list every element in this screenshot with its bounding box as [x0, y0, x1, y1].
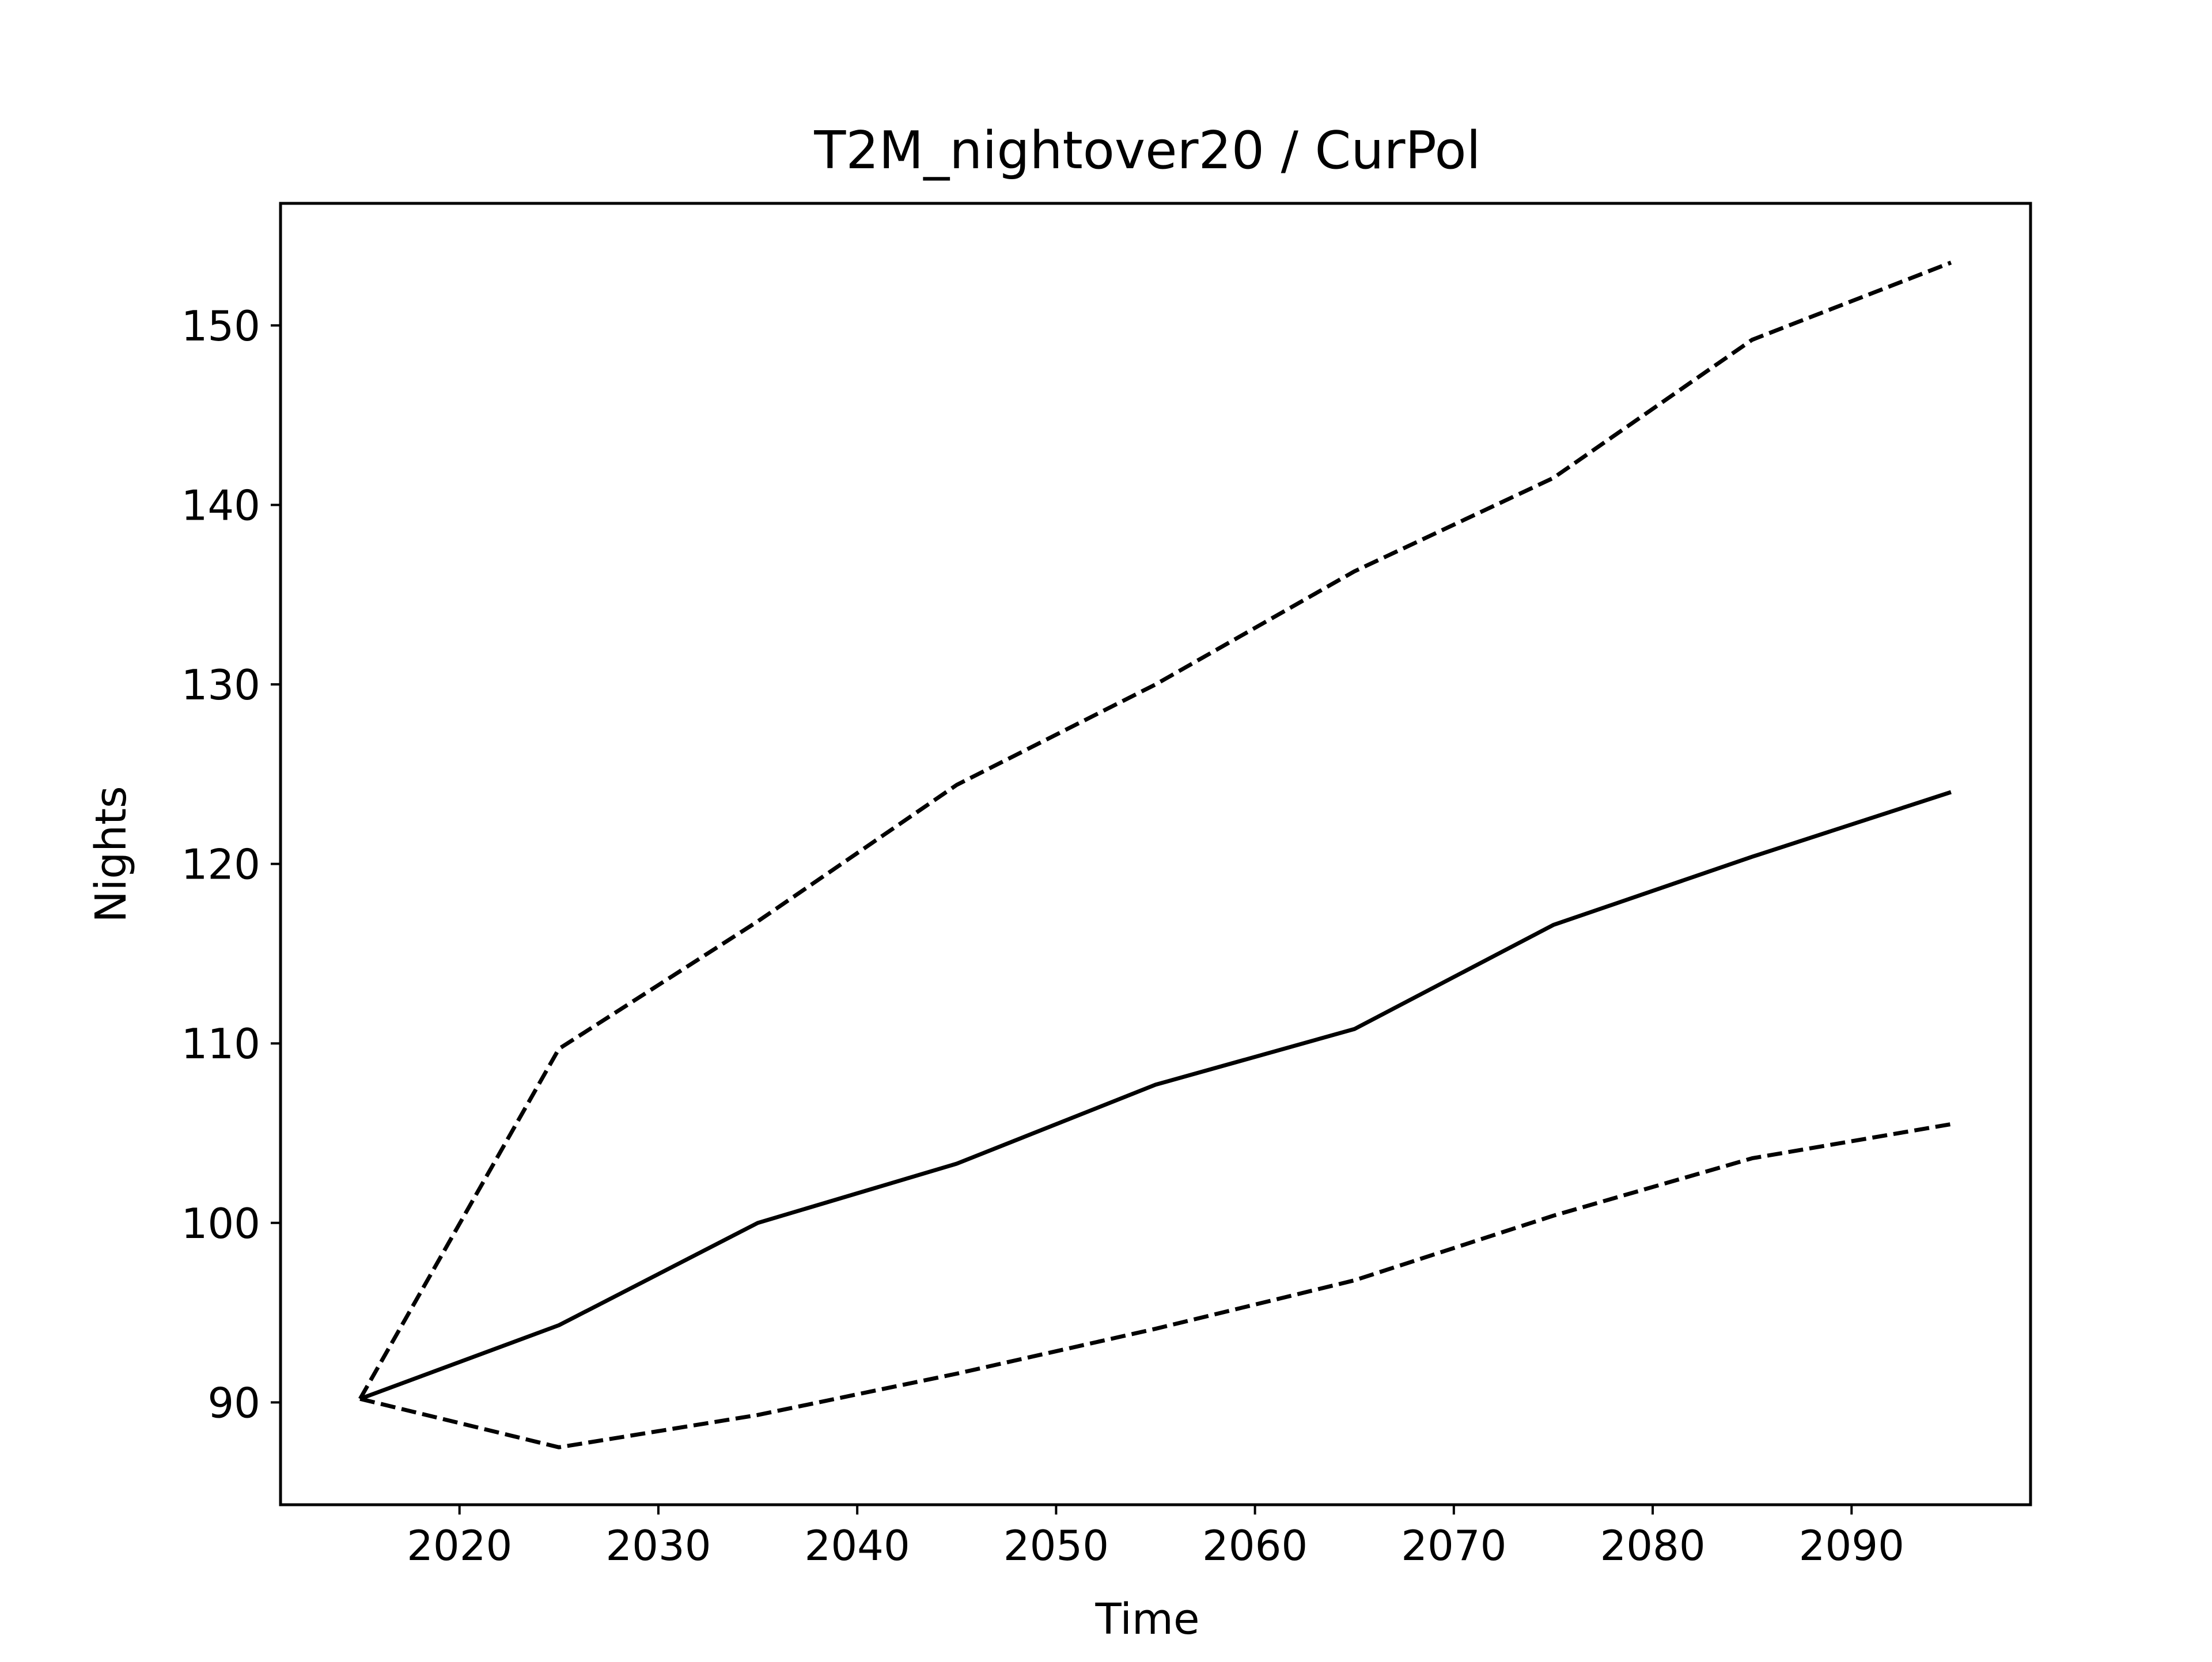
- y-tick-label: 110: [181, 1020, 260, 1068]
- y-tick-label: 130: [181, 661, 260, 709]
- x-tick-label: 2090: [1799, 1521, 1904, 1570]
- y-tick-label: 120: [181, 841, 260, 889]
- series-line-3: [359, 1122, 1952, 1449]
- y-axis: 90 100 110 120 130 140 150: [181, 302, 281, 1427]
- series-layer: [358, 260, 1952, 1449]
- series-line-1: [359, 790, 1952, 1401]
- series-line-2: [358, 260, 1952, 1400]
- x-tick-label: 2020: [407, 1521, 512, 1570]
- x-tick-label: 2030: [605, 1521, 711, 1570]
- x-axis: 2020 2030 2040 2050 2060 2070 2080 2090: [407, 1505, 1904, 1570]
- chart-title: T2M_nightover20 / CurPol: [813, 120, 1480, 181]
- y-tick-label: 150: [181, 302, 260, 350]
- x-tick-label: 2080: [1600, 1521, 1705, 1570]
- y-axis-label: Nights: [86, 786, 136, 922]
- x-tick-label: 2050: [1003, 1521, 1109, 1570]
- axes-frame: [279, 202, 2032, 1506]
- y-tick-label: 100: [181, 1199, 260, 1248]
- y-tick-label: 140: [181, 481, 260, 529]
- x-axis-label: Time: [1094, 1595, 1199, 1644]
- x-tick-label: 2060: [1202, 1521, 1308, 1570]
- y-tick-label: 90: [207, 1379, 260, 1427]
- x-tick-label: 2070: [1401, 1521, 1506, 1570]
- x-tick-label: 2040: [805, 1521, 910, 1570]
